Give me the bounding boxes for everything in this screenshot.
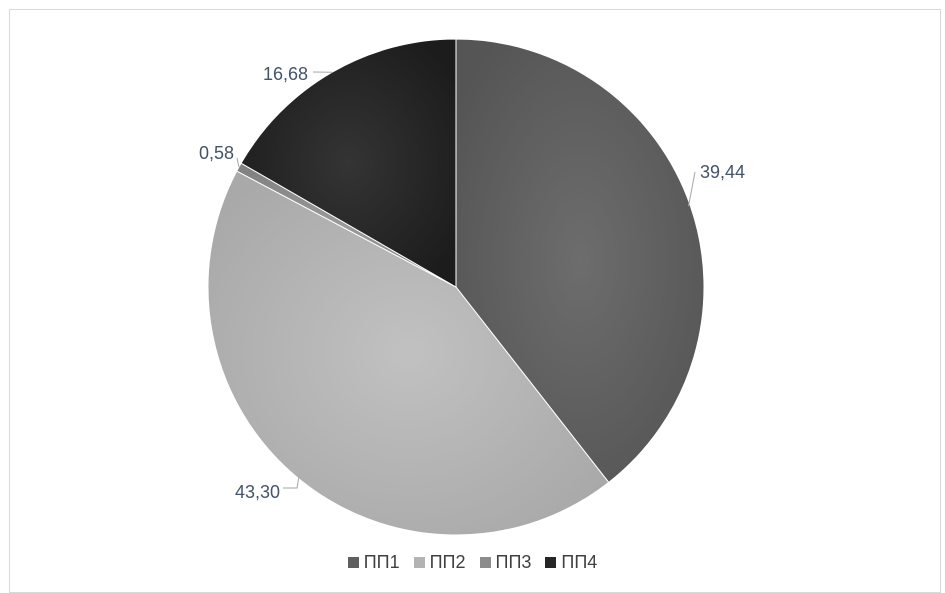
data-label-ПП3: 0,58	[199, 143, 234, 163]
legend-label-ПП1: ПП1	[364, 552, 400, 573]
leader-line-ПП1	[688, 172, 695, 206]
legend-item-ПП2: ПП2	[414, 552, 466, 573]
legend-item-ПП1: ПП1	[348, 552, 400, 573]
pie-slices	[208, 39, 704, 535]
leader-line-ПП2	[283, 477, 299, 488]
legend-swatch-ПП2	[414, 557, 425, 568]
data-label-ПП1: 39,44	[700, 162, 745, 182]
legend-swatch-ПП4	[545, 557, 556, 568]
legend-label-ПП3: ПП3	[496, 552, 532, 573]
legend-label-ПП2: ПП2	[430, 552, 466, 573]
legend-swatch-ПП3	[480, 557, 491, 568]
legend-label-ПП4: ПП4	[561, 552, 597, 573]
legend-swatch-ПП1	[348, 557, 359, 568]
legend-item-ПП3: ПП3	[480, 552, 532, 573]
legend: ПП1 ПП2 ПП3 ПП4	[0, 549, 945, 575]
leader-line-ПП3	[237, 158, 239, 167]
data-label-ПП4: 16,68	[263, 64, 308, 84]
data-label-ПП2: 43,30	[235, 482, 280, 502]
legend-item-ПП4: ПП4	[545, 552, 597, 573]
